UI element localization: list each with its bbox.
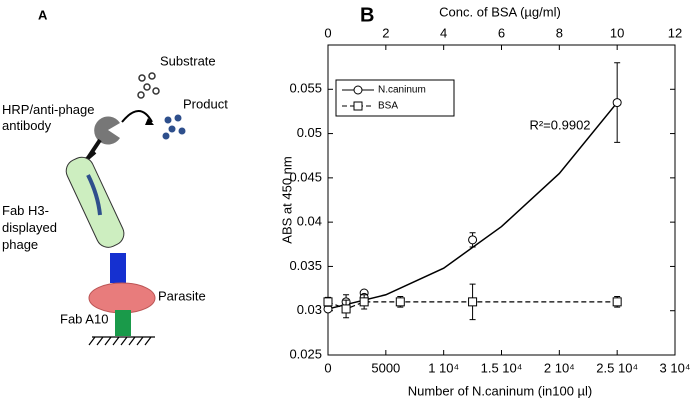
data-point: [323, 297, 333, 307]
fab-a10: [115, 310, 131, 336]
antibody-label: HRP/anti-phage antibody: [2, 102, 95, 133]
x-tick-label: 1.5 10⁴: [481, 360, 523, 375]
y-axis-title: ABS at 450 nm: [279, 156, 294, 243]
x-tick-label: 0: [324, 360, 331, 375]
product-icon: [162, 114, 186, 140]
product-label: Product: [183, 96, 228, 111]
data-point: [468, 297, 478, 307]
y-tick-label: 0.03: [297, 302, 322, 317]
arrow-head: [145, 118, 154, 125]
data-point: [468, 235, 478, 245]
parasite-label: Parasite: [158, 288, 206, 303]
phage: [65, 156, 125, 248]
fab-label: Fab A10: [60, 311, 108, 326]
panel-a: A Substrate Product HRP/anti-phage antibo…: [2, 7, 228, 346]
fit-curve: [327, 102, 618, 310]
x-tick-label: 3 10⁴: [660, 360, 691, 375]
legend-marker: [353, 85, 363, 95]
y-tick-label: 0.035: [289, 258, 322, 273]
x2-axis-title: Conc. of BSA (µg/ml): [439, 4, 561, 19]
panel-label: A: [38, 7, 48, 22]
panel-label: B: [360, 4, 374, 26]
x2-tick-label: 8: [556, 25, 563, 40]
hrp: [94, 116, 120, 145]
surface: [88, 336, 155, 346]
y-tick-label: 0.055: [289, 81, 322, 96]
data-point: [341, 304, 351, 314]
legend-label: BSA: [378, 101, 398, 112]
x-tick-label: 1 10⁴: [428, 360, 459, 375]
substrate-icon: [137, 72, 160, 99]
y-tick-label: 0.025: [289, 346, 322, 361]
annotation: R²=0.9902: [529, 117, 590, 132]
x2-tick-label: 12: [668, 25, 682, 40]
reaction-arrow: [121, 110, 153, 123]
y-tick-label: 0.045: [289, 169, 322, 184]
fab-h3: [110, 253, 126, 283]
substrate-label: Substrate: [160, 53, 216, 68]
x-tick-label: 2 10⁴: [544, 360, 575, 375]
data-point: [612, 297, 622, 307]
data-point: [395, 297, 405, 307]
data-point: [359, 297, 369, 307]
x2-tick-label: 6: [498, 25, 505, 40]
legend-label: N.caninum: [378, 85, 426, 96]
x-tick-label: 2.5 10⁴: [596, 360, 638, 375]
phage-label: Fab H3-displayed phage: [2, 203, 57, 252]
x-axis-title: Number of N.caninum (in100 µl): [408, 383, 593, 398]
x-tick-label: 5000: [371, 360, 400, 375]
x2-tick-label: 10: [610, 25, 624, 40]
x2-tick-label: 4: [440, 25, 447, 40]
y-tick-label: 0.04: [297, 214, 322, 229]
panel-b: B Conc. of BSA (µg/ml) Number of N.canin…: [279, 4, 690, 398]
x2-tick-label: 2: [382, 25, 389, 40]
phage-dna: [86, 174, 102, 216]
legend-marker: [353, 101, 363, 111]
y-tick-label: 0.05: [297, 125, 322, 140]
data-point: [612, 98, 622, 108]
x2-tick-label: 0: [324, 25, 331, 40]
parasite: [88, 282, 156, 314]
